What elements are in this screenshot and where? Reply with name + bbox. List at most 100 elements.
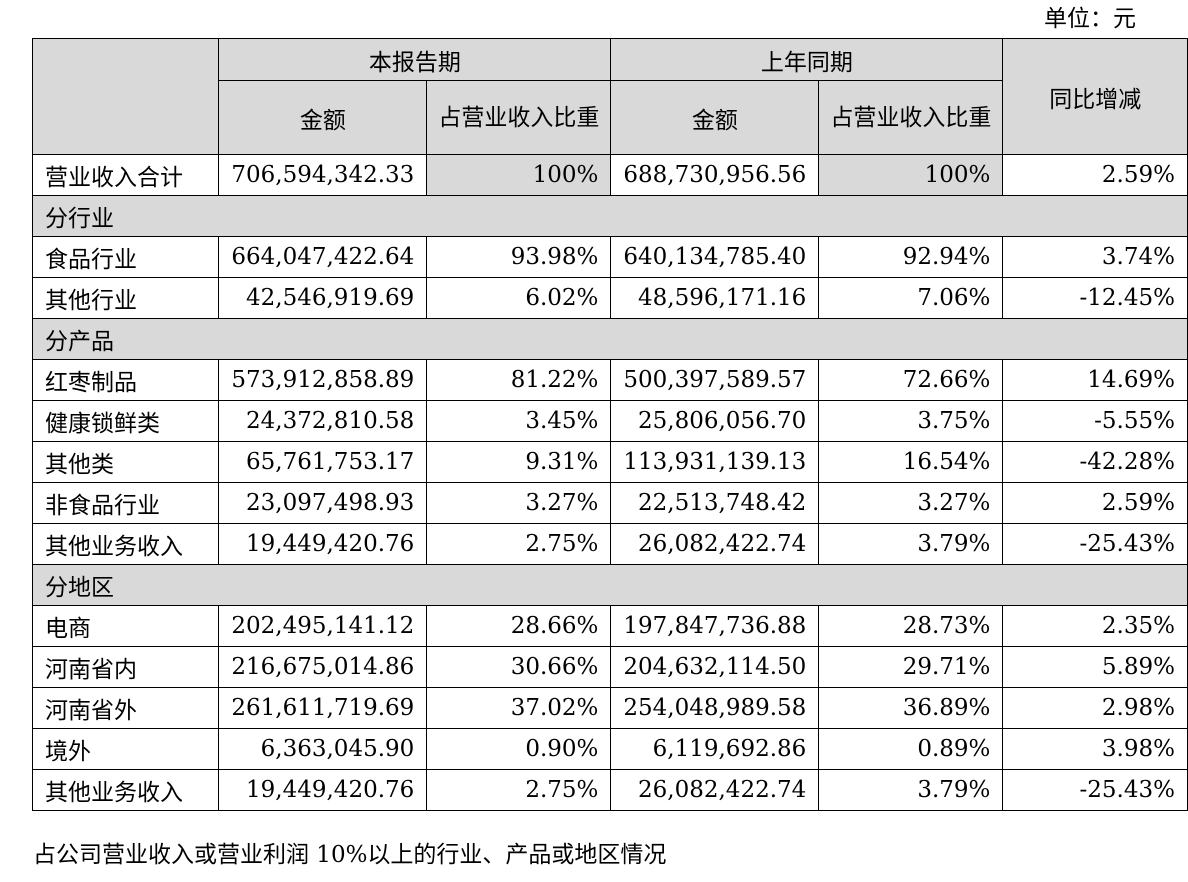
current-amount: 706,594,342.33 bbox=[218, 154, 428, 196]
yoy-change: -5.55% bbox=[1002, 400, 1188, 442]
unit-label: 单位：元 bbox=[1044, 6, 1136, 32]
yoy-change: 14.69% bbox=[1002, 359, 1188, 401]
prior-share: 16.54% bbox=[818, 441, 1004, 483]
prior-amount: 204,632,114.50 bbox=[610, 646, 820, 688]
prior-share: 28.73% bbox=[818, 605, 1004, 647]
current-amount: 42,546,919.69 bbox=[218, 277, 428, 319]
current-amount: 65,761,753.17 bbox=[218, 441, 428, 483]
table-row: 其他行业 42,546,919.69 6.02% 48,596,171.16 7… bbox=[31, 277, 1188, 319]
prior-amount: 48,596,171.16 bbox=[610, 277, 820, 319]
current-share: 30.66% bbox=[426, 646, 612, 688]
row-label: 其他类 bbox=[31, 441, 220, 483]
table-row: 其他业务收入 19,449,420.76 2.75% 26,082,422.74… bbox=[31, 523, 1188, 565]
yoy-change: 2.98% bbox=[1002, 687, 1188, 729]
prior-amount: 6,119,692.86 bbox=[610, 728, 820, 770]
yoy-change: -25.43% bbox=[1002, 523, 1188, 565]
current-amount: 24,372,810.58 bbox=[218, 400, 428, 442]
current-share: 0.90% bbox=[426, 728, 612, 770]
prior-share: 36.89% bbox=[818, 687, 1004, 729]
table-row: 红枣制品 573,912,858.89 81.22% 500,397,589.5… bbox=[31, 359, 1188, 401]
row-label: 营业收入合计 bbox=[31, 154, 220, 196]
yoy-change: 2.59% bbox=[1002, 154, 1188, 196]
row-label: 河南省外 bbox=[31, 687, 220, 729]
current-share: 2.75% bbox=[426, 523, 612, 565]
prior-amount: 640,134,785.40 bbox=[610, 236, 820, 278]
current-share: 37.02% bbox=[426, 687, 612, 729]
yoy-change: 3.74% bbox=[1002, 236, 1188, 278]
current-amount: 23,097,498.93 bbox=[218, 482, 428, 524]
header-current-period: 本报告期 bbox=[218, 38, 612, 81]
prior-amount: 22,513,748.42 bbox=[610, 482, 820, 524]
current-amount: 19,449,420.76 bbox=[218, 769, 428, 811]
table-row: 健康锁鲜类 24,372,810.58 3.45% 25,806,056.70 … bbox=[31, 400, 1188, 442]
prior-share: 7.06% bbox=[818, 277, 1004, 319]
current-share: 3.45% bbox=[426, 400, 612, 442]
table-row: 非食品行业 23,097,498.93 3.27% 22,513,748.42 … bbox=[31, 482, 1188, 524]
current-share: 3.27% bbox=[426, 482, 612, 524]
footnote: 占公司营业收入或营业利润 10%以上的行业、产品或地区情况 bbox=[33, 842, 667, 868]
current-share: 93.98% bbox=[426, 236, 612, 278]
prior-share: 72.66% bbox=[818, 359, 1004, 401]
prior-share: 3.27% bbox=[818, 482, 1004, 524]
current-amount: 6,363,045.90 bbox=[218, 728, 428, 770]
current-amount: 202,495,141.12 bbox=[218, 605, 428, 647]
current-share: 9.31% bbox=[426, 441, 612, 483]
row-label: 其他行业 bbox=[31, 277, 220, 319]
prior-share: 100% bbox=[818, 154, 1004, 196]
table-row: 河南省内 216,675,014.86 30.66% 204,632,114.5… bbox=[31, 646, 1188, 688]
header-row-columns: 金额 占营业收入比重 金额 占营业收入比重 bbox=[33, 80, 1188, 155]
header-current-share: 占营业收入比重 bbox=[426, 80, 612, 155]
section-row-industry: 分行业 bbox=[32, 195, 1188, 237]
header-current-amount: 金额 bbox=[218, 80, 428, 155]
row-label: 健康锁鲜类 bbox=[31, 400, 220, 442]
row-label: 电商 bbox=[31, 605, 220, 647]
section-title: 分行业 bbox=[32, 195, 1188, 237]
yoy-change: 2.59% bbox=[1002, 482, 1188, 524]
current-amount: 261,611,719.69 bbox=[218, 687, 428, 729]
row-label: 其他业务收入 bbox=[31, 523, 220, 565]
prior-share: 3.79% bbox=[818, 769, 1004, 811]
row-label: 非食品行业 bbox=[31, 482, 220, 524]
current-share: 2.75% bbox=[426, 769, 612, 811]
section-row-region: 分地区 bbox=[32, 564, 1188, 606]
prior-amount: 26,082,422.74 bbox=[610, 523, 820, 565]
table-row: 境外 6,363,045.90 0.90% 6,119,692.86 0.89%… bbox=[31, 728, 1188, 770]
prior-share: 3.79% bbox=[818, 523, 1004, 565]
table-row: 食品行业 664,047,422.64 93.98% 640,134,785.4… bbox=[31, 236, 1188, 278]
header-prior-period: 上年同期 bbox=[610, 38, 1004, 81]
header-row-periods: 本报告期 上年同期 同比增减 bbox=[31, 38, 1188, 155]
row-label: 境外 bbox=[31, 728, 220, 770]
yoy-change: 5.89% bbox=[1002, 646, 1188, 688]
table-row: 其他业务收入 19,449,420.76 2.75% 26,082,422.74… bbox=[31, 769, 1188, 811]
prior-share: 29.71% bbox=[818, 646, 1004, 688]
current-amount: 216,675,014.86 bbox=[218, 646, 428, 688]
table-row: 其他类 65,761,753.17 9.31% 113,931,139.13 1… bbox=[31, 441, 1188, 483]
prior-amount: 254,048,989.58 bbox=[610, 687, 820, 729]
table-row: 电商 202,495,141.12 28.66% 197,847,736.88 … bbox=[31, 605, 1188, 647]
prior-amount: 688,730,956.56 bbox=[610, 154, 820, 196]
current-amount: 19,449,420.76 bbox=[218, 523, 428, 565]
section-row-product: 分产品 bbox=[32, 318, 1188, 360]
current-share: 100% bbox=[426, 154, 612, 196]
prior-share: 0.89% bbox=[818, 728, 1004, 770]
row-label: 其他业务收入 bbox=[31, 769, 220, 811]
total-row: 营业收入合计 706,594,342.33 100% 688,730,956.5… bbox=[31, 154, 1188, 196]
current-share: 81.22% bbox=[426, 359, 612, 401]
header-yoy-change: 同比增减 bbox=[1002, 38, 1188, 155]
prior-amount: 197,847,736.88 bbox=[610, 605, 820, 647]
yoy-change: -25.43% bbox=[1002, 769, 1188, 811]
yoy-change: -42.28% bbox=[1002, 441, 1188, 483]
prior-amount: 113,931,139.13 bbox=[610, 441, 820, 483]
prior-amount: 500,397,589.57 bbox=[610, 359, 820, 401]
header-prior-share: 占营业收入比重 bbox=[818, 80, 1004, 155]
prior-share: 3.75% bbox=[818, 400, 1004, 442]
prior-amount: 25,806,056.70 bbox=[610, 400, 820, 442]
revenue-composition-table: 本报告期 上年同期 同比增减 金额 占营业收入比重 金额 占营业收入比重 营业收… bbox=[31, 38, 1188, 811]
row-label: 食品行业 bbox=[31, 236, 220, 278]
yoy-change: 2.35% bbox=[1002, 605, 1188, 647]
yoy-change: -12.45% bbox=[1002, 277, 1188, 319]
section-title: 分产品 bbox=[32, 318, 1188, 360]
current-amount: 664,047,422.64 bbox=[218, 236, 428, 278]
current-share: 28.66% bbox=[426, 605, 612, 647]
current-share: 6.02% bbox=[426, 277, 612, 319]
